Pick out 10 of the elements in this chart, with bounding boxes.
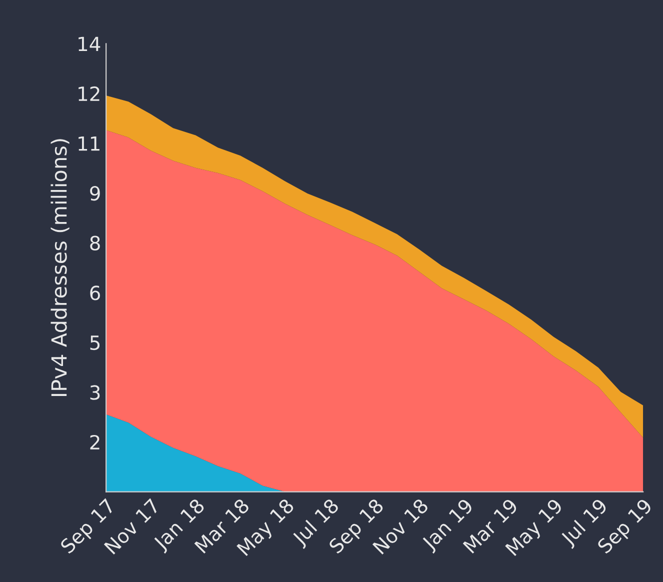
y-tick-label: 12 — [78, 86, 100, 101]
y-tick-label: 3 — [90, 385, 100, 400]
y-axis-title: IPv4 Addresses (millions) — [50, 139, 70, 396]
y-tick-label: 8 — [90, 236, 100, 250]
y-tick-label: 11 — [78, 136, 100, 151]
y-tick-label: 5 — [90, 336, 100, 350]
y-tick-label: 9 — [90, 186, 100, 201]
y-tick-label: 6 — [90, 286, 100, 300]
y-tick-label: 14 — [78, 36, 100, 52]
y-tick-label: 2 — [90, 434, 100, 450]
